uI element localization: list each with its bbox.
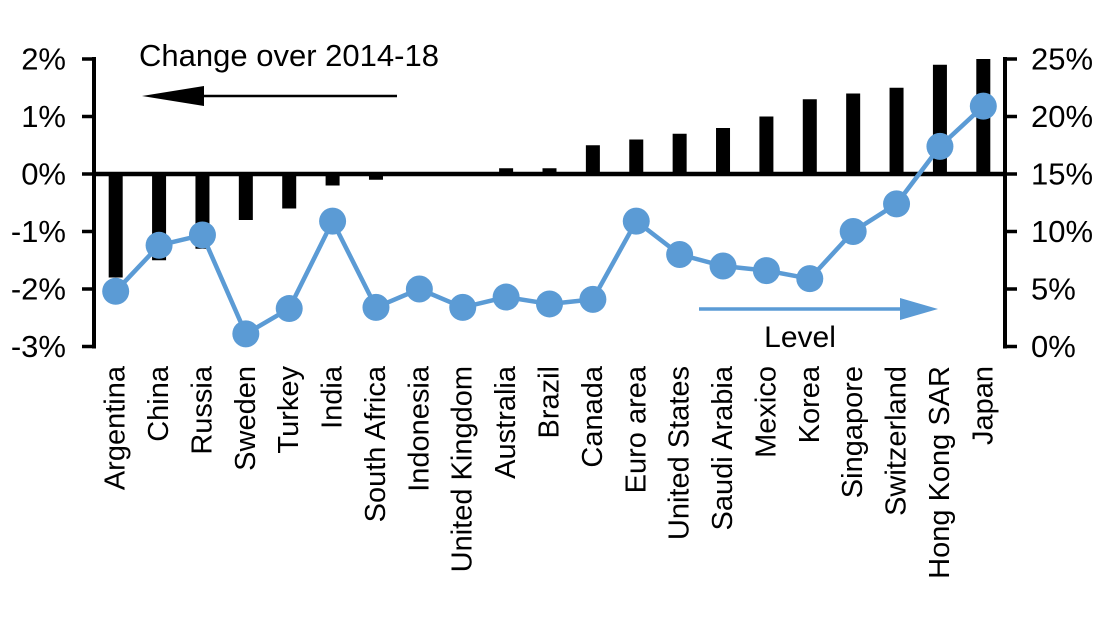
category-label-singapore: Singapore	[837, 366, 869, 498]
level-marker-sweden	[232, 320, 260, 348]
level-marker-canada	[579, 285, 607, 313]
level-marker-australia	[492, 283, 520, 311]
category-label-mexico: Mexico	[750, 366, 782, 458]
left-axis-tick-label: 1%	[21, 99, 66, 134]
category-label-korea: Korea	[794, 365, 826, 443]
category-label-india: India	[317, 365, 349, 429]
level-marker-russia	[188, 221, 216, 249]
bar-brazil	[542, 168, 557, 174]
category-label-canada: Canada	[577, 365, 609, 467]
category-label-russia: Russia	[186, 365, 218, 455]
level-marker-united-kingdom	[449, 293, 477, 321]
bar-mexico	[759, 116, 774, 174]
category-label-switzerland: Switzerland	[881, 366, 913, 516]
left-axis-tick-label: -1%	[11, 214, 66, 249]
line-series-label: Level	[764, 321, 836, 354]
category-label-united-kingdom: United Kingdom	[447, 366, 479, 572]
category-label-turkey: Turkey	[273, 366, 305, 454]
left-arrow-icon	[142, 86, 204, 106]
right-axis-tick-label: 10%	[1031, 214, 1093, 249]
bar-switzerland	[889, 87, 904, 174]
category-label-south-africa: South Africa	[360, 365, 392, 522]
bar-euro-area	[629, 139, 644, 174]
level-marker-switzerland	[883, 190, 911, 218]
bar-india	[325, 174, 340, 186]
bar-south-africa	[368, 174, 383, 180]
bar-united-states	[672, 133, 687, 174]
category-label-sweden: Sweden	[230, 366, 262, 471]
bar-korea	[802, 99, 817, 174]
bar-canada	[585, 145, 600, 174]
left-axis-tick-label: 2%	[21, 42, 66, 77]
right-axis-tick-label: 5%	[1031, 272, 1076, 307]
left-axis-tick-label: -3%	[11, 329, 66, 364]
level-marker-singapore	[839, 218, 867, 245]
category-label-indonesia: Indonesia	[403, 365, 435, 492]
bar-australia	[499, 168, 514, 174]
category-label-china: China	[143, 365, 175, 442]
level-marker-japan	[969, 92, 997, 120]
left-axis-tick-label: -2%	[11, 272, 66, 307]
level-marker-korea	[796, 265, 824, 293]
level-marker-china	[145, 231, 173, 259]
level-marker-india	[319, 207, 347, 235]
level-marker-south-africa	[362, 293, 390, 321]
category-label-brazil: Brazil	[534, 366, 566, 439]
level-marker-indonesia	[405, 275, 433, 303]
right-axis-tick-label: 0%	[1031, 329, 1076, 364]
right-axis-tick-label: 15%	[1031, 157, 1093, 192]
level-marker-saudi-arabia	[709, 252, 737, 280]
category-label-saudi-arabia: Saudi Arabia	[707, 365, 739, 530]
bar-sweden	[238, 174, 253, 220]
level-marker-brazil	[536, 290, 563, 318]
bar-series-label: Change over 2014-18	[139, 38, 439, 73]
bar-turkey	[282, 174, 297, 209]
right-axis-tick-label: 25%	[1031, 42, 1093, 77]
level-marker-mexico	[752, 257, 780, 285]
bar-singapore	[846, 93, 861, 174]
right-axis-tick-label: 20%	[1031, 99, 1093, 134]
bar-saudi-arabia	[716, 128, 731, 174]
category-label-hong-kong-sar: Hong Kong SAR	[924, 366, 956, 579]
category-label-argentina: Argentina	[100, 365, 132, 490]
category-label-euro-area: Euro area	[620, 365, 652, 493]
level-marker-argentina	[102, 277, 130, 305]
category-label-united-states: United States	[664, 366, 696, 540]
level-marker-turkey	[275, 295, 303, 323]
bar-argentina	[108, 174, 123, 278]
level-marker-united-states	[666, 241, 694, 268]
category-label-japan: Japan	[967, 366, 999, 445]
category-label-australia: Australia	[490, 365, 522, 479]
left-axis-tick-label: 0%	[21, 157, 66, 192]
level-marker-euro-area	[622, 207, 650, 235]
right-arrow-icon	[900, 298, 938, 320]
level-marker-hong-kong-sar	[926, 132, 954, 160]
